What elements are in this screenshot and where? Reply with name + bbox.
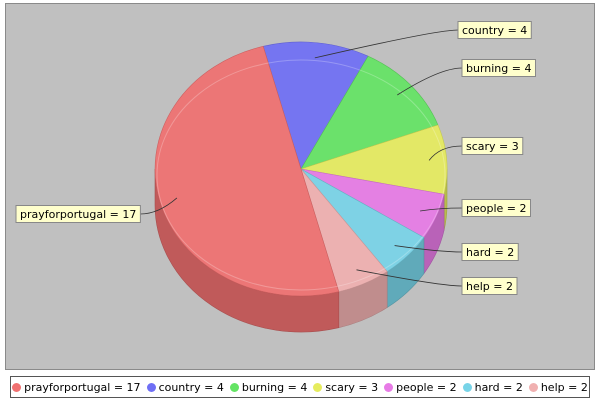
legend-item-scary: scary = 3 xyxy=(313,381,378,394)
plot-area: country = 4 burning = 4 scary = 3 people = … xyxy=(5,3,595,370)
callout-label-prayforportugal: prayforportugal = 17 xyxy=(20,208,136,221)
pie-side-walls xyxy=(154,168,448,333)
callout-label-scary: scary = 3 xyxy=(466,140,519,153)
legend-item-help: help = 2 xyxy=(528,380,588,394)
legend: prayforportugal = 17 country = 4 burning =… xyxy=(10,376,590,398)
legend-item-country: country = 4 xyxy=(146,380,224,394)
legend-label-hard: hard = 2 xyxy=(474,380,523,394)
pie-chart: country = 4 burning = 4 scary = 3 people = … xyxy=(15,21,536,333)
callout-box-burning xyxy=(461,59,536,77)
pie-slice-burning[interactable] xyxy=(300,55,439,170)
legend-swatch-prayforportugal xyxy=(12,382,22,392)
legend-swatch-scary xyxy=(313,382,323,392)
callout-label-burning: burning = 4 xyxy=(466,62,531,75)
callout-line-hard xyxy=(394,245,463,253)
legend-label-people: people = 2 xyxy=(396,380,457,394)
callout-box-prayforportugal xyxy=(15,205,141,223)
legend-swatch-help xyxy=(528,382,538,392)
callout-label-people: people = 2 xyxy=(466,202,527,215)
callout-line-country xyxy=(314,29,459,59)
pie-rim xyxy=(156,59,446,291)
pie-slice-prayforportugal[interactable] xyxy=(154,45,340,297)
callout-label-hard: hard = 2 xyxy=(466,246,514,259)
callout-line-people xyxy=(420,207,463,212)
legend-label-prayforportugal: prayforportugal = 17 xyxy=(24,380,141,394)
callout-line-prayforportugal xyxy=(140,197,178,215)
pie-slice-scary[interactable] xyxy=(300,124,448,195)
legend-swatch-people xyxy=(384,382,394,392)
pie-callouts: country = 4 burning = 4 scary = 3 people = … xyxy=(15,21,536,295)
legend-swatch-country xyxy=(146,382,156,392)
legend-swatch-hard xyxy=(462,382,472,392)
legend-label-burning: burning = 4 xyxy=(241,380,308,394)
callout-label-help: help = 2 xyxy=(466,280,513,293)
callout-line-help xyxy=(356,269,463,287)
pie-slice-country[interactable] xyxy=(262,41,369,170)
callout-box-scary xyxy=(461,137,524,155)
legend-label-scary: scary = 3 xyxy=(325,380,379,394)
callout-label-country: country = 4 xyxy=(462,24,527,37)
legend-item-burning: burning = 4 xyxy=(229,380,308,394)
callout-line-burning xyxy=(397,67,463,96)
callout-box-people xyxy=(461,199,531,217)
callout-line-scary xyxy=(428,145,463,161)
legend-swatch-burning xyxy=(229,382,239,392)
legend-label-country: country = 4 xyxy=(158,380,224,394)
legend-label-help: help = 2 xyxy=(540,380,588,394)
pie-top xyxy=(154,41,448,297)
callout-box-country xyxy=(457,21,532,39)
callout-box-help xyxy=(461,277,518,295)
legend-item-prayforportugal: prayforportugal = 17 xyxy=(12,380,141,394)
legend-item-people: people = 2 xyxy=(384,381,457,394)
legend-item-hard: hard = 2 xyxy=(462,380,523,394)
callout-box-hard xyxy=(461,243,519,261)
